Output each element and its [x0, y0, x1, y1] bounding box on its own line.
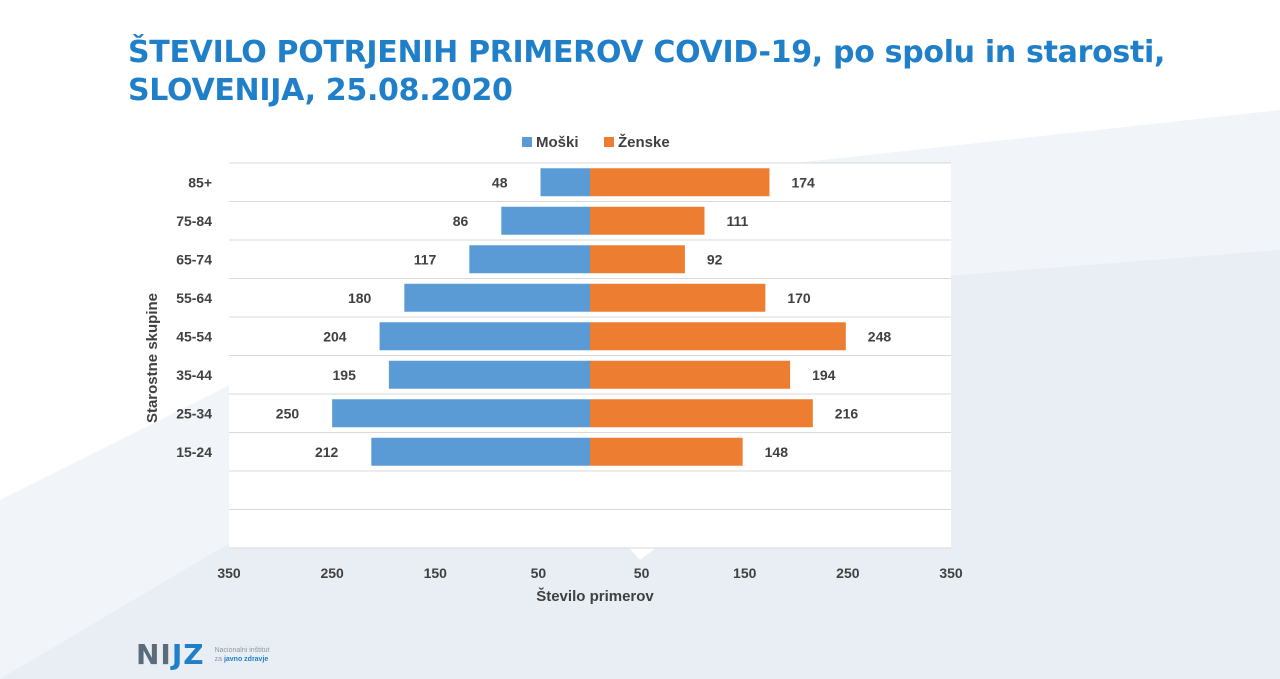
- y-tick-label: 35-44: [176, 367, 212, 383]
- data-label-women: 111: [726, 213, 748, 229]
- data-label-men: 86: [453, 213, 469, 229]
- y-tick-label: 65-74: [176, 251, 212, 267]
- x-tick-label: 50: [531, 565, 547, 581]
- x-axis-title: Število primerov: [536, 587, 654, 605]
- logo-mark-accent: JZ: [171, 638, 205, 671]
- bar-women: [590, 245, 685, 274]
- y-tick-label: 85+: [188, 174, 212, 190]
- bar-women: [590, 399, 813, 428]
- logo-sub-line-1: Nacionalni inštitut: [214, 646, 270, 654]
- bar-women: [590, 360, 791, 389]
- bar-men: [371, 437, 590, 466]
- legend-label-men: Moški: [536, 134, 579, 151]
- data-label-women: 194: [812, 367, 836, 383]
- y-tick-label: 25-34: [176, 405, 212, 421]
- data-label-women: 148: [765, 444, 789, 460]
- data-label-women: 92: [707, 251, 723, 267]
- bar-men: [332, 399, 590, 428]
- x-tick-label: 150: [424, 565, 448, 581]
- bar-women: [590, 168, 770, 197]
- logo-sub-line-2: za javno zdravje: [215, 655, 295, 664]
- logo-sub-strong: javno zdravje: [223, 655, 269, 663]
- bar-men: [540, 168, 590, 197]
- x-tick-label: 250: [836, 565, 860, 581]
- x-tick-label: 350: [217, 565, 241, 581]
- bar-women: [590, 283, 766, 312]
- logo-mark: NIJZ: [136, 638, 205, 671]
- x-tick-label: 350: [939, 565, 963, 581]
- data-label-men: 212: [315, 444, 339, 460]
- data-label-men: 180: [348, 290, 372, 306]
- bar-women: [590, 322, 846, 351]
- data-label-women: 248: [868, 328, 892, 344]
- logo-subtitle: Nacionalni inštitut za javno zdravje: [215, 646, 295, 664]
- bar-men: [379, 322, 590, 351]
- y-tick-label: 75-84: [176, 213, 212, 229]
- nijz-logo: NIJZ Nacionalni inštitut za javno zdravj…: [136, 638, 295, 671]
- bar-men: [388, 360, 590, 389]
- bar-men: [469, 245, 590, 274]
- data-label-men: 117: [414, 251, 437, 267]
- data-label-women: 216: [835, 405, 859, 421]
- legend-swatch-men: [522, 137, 532, 147]
- bar-men: [404, 283, 590, 312]
- x-tick-label: 50: [634, 565, 650, 581]
- bar-women: [590, 206, 705, 235]
- bar-women: [590, 437, 743, 466]
- x-tick-label: 150: [733, 565, 757, 581]
- logo-sub-prefix: za: [214, 655, 224, 663]
- data-label-women: 170: [787, 290, 811, 306]
- data-label-women: 174: [791, 174, 815, 190]
- data-label-men: 204: [323, 328, 347, 344]
- y-axis-title: Starostne skupine: [144, 293, 161, 423]
- bar-men: [501, 206, 590, 235]
- legend-swatch-women: [604, 137, 614, 147]
- title-line-1: ŠTEVILO POTRJENIH PRIMEROV COVID-19, po …: [128, 35, 1166, 70]
- y-tick-label: 45-54: [176, 328, 212, 344]
- logo-mark-left: NI: [136, 638, 172, 671]
- chart-title: ŠTEVILO POTRJENIH PRIMEROV COVID-19, po …: [128, 34, 1228, 110]
- data-label-men: 195: [333, 367, 357, 383]
- legend-label-women: Ženske: [618, 133, 670, 151]
- data-label-men: 250: [276, 405, 300, 421]
- data-label-men: 48: [492, 174, 508, 190]
- y-tick-label: 55-64: [176, 290, 212, 306]
- title-line-2: SLOVENIJA, 25.08.2020: [128, 73, 513, 108]
- x-tick-label: 250: [320, 565, 344, 581]
- y-tick-label: 15-24: [176, 444, 212, 460]
